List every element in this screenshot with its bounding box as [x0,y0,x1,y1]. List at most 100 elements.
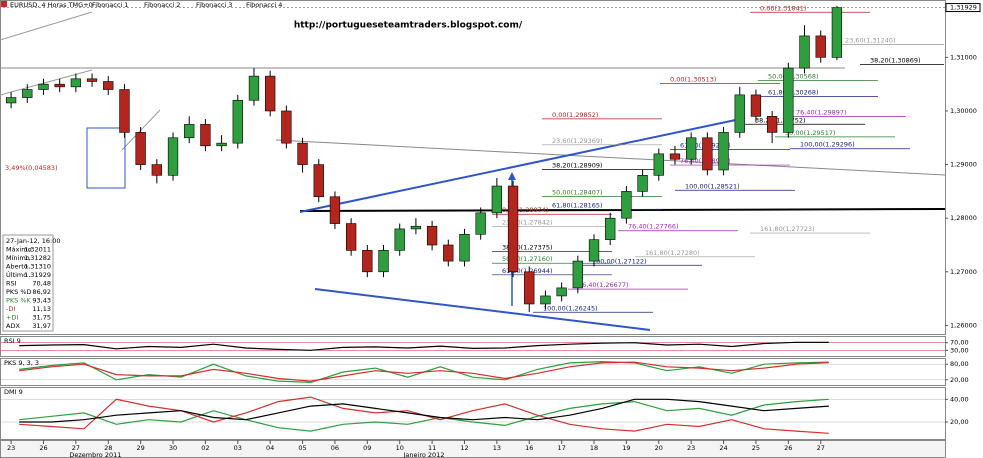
fib-label: 38,20(1,30869) [870,56,921,64]
fib-label: 76,40(1,26677) [578,281,629,289]
candle-body [475,212,486,235]
candle-body [167,137,179,176]
indicator-title: PKS 9, 3, 3 [4,359,39,367]
info-value: 1,32011 [24,246,51,254]
candle-body [653,153,664,176]
candle-body [86,78,98,82]
candle-body [329,196,341,224]
indicator-line [19,398,829,432]
info-value: 70,48 [32,280,51,288]
candle-body [38,83,49,90]
info-value: 11,13 [32,305,51,313]
candle-body [491,185,503,214]
x-tick-label: 19 [622,444,630,452]
candle-body [750,94,762,117]
info-label: Aberto [6,263,28,271]
candle-body [119,89,130,133]
wedge-upper [299,117,746,213]
fib-label: 38,20(1,27375) [502,244,553,252]
symbol-icon [1,1,7,7]
candle-body [605,217,616,240]
y-tick-label: 1,27000 [950,268,977,276]
candle-body [459,233,470,262]
dmi-frame [0,387,946,440]
x-tick-label: 25 [752,444,760,452]
x-tick-label: 09 [363,444,371,452]
fib-label: 61,80(1,28165) [552,201,603,209]
stoch-frame [0,358,946,386]
candle-body [783,67,794,133]
candle-body [378,250,389,273]
main-frame [0,0,946,335]
candle-body [718,132,729,171]
x-tick-label: 02 [201,444,209,452]
x-tick-label: 05 [298,444,306,452]
wedge-lower [314,288,651,331]
y-tick-label: 1,30000 [950,107,977,115]
fib-label: 76,40(1,29897) [796,108,847,116]
channel-line [0,11,93,41]
x-tick-label: 20 [655,444,663,452]
x-tick-label: 04 [266,444,274,452]
fib-label: 23,60(1,31240) [845,36,896,44]
y-tick-label: 20,00 [950,376,969,384]
candle-body [621,191,632,219]
x-tick-label: 26 [784,444,792,452]
candle-body [5,97,17,104]
trend-line [275,139,946,176]
fib-label: 38,20(1,28909) [552,161,603,169]
x-tick-label: 24 [719,444,727,452]
candle-body [524,271,535,305]
candle-body [232,99,243,144]
toolbar-item[interactable]: Fibonacci 1 [92,1,128,9]
candle-body [248,75,260,101]
symbol[interactable]: EURUSD, 4 Horas TMG+0 [10,1,93,9]
highlight-box [86,127,126,189]
fib-label: 61,80(1,26944) [502,267,553,275]
x-tick-label: 17 [557,444,565,452]
fib-label: 38,20(1,29752) [755,116,806,124]
candle-body [54,83,65,88]
x-tick-label: 23 [7,444,15,452]
info-value: 1,31929 [24,271,51,279]
candle-body [443,244,454,262]
info-box [2,234,54,332]
fib-label: 100,00(1,26245) [543,304,598,312]
toolbar-item[interactable]: Fibonacci 3 [196,1,232,9]
candle-body [507,185,519,273]
info-value: 1,31310 [24,263,51,271]
x-tick-label: 03 [234,444,242,452]
candle-body [103,81,114,90]
fib-label: 23,60(1,29369) [552,137,603,145]
indicator-title: DMI 9 [4,388,23,396]
candle-body [345,223,357,251]
info-value: 93,43 [32,297,51,305]
candle-body [265,75,276,112]
x-tick-label: 27 [817,444,825,452]
candle-body [540,295,551,305]
candle-body [572,260,583,289]
candle-body [831,7,843,58]
fib-label: 0,00(1,30513) [670,75,716,83]
info-label: PKS %D [6,288,32,296]
candle-body [184,124,195,139]
toolbar-item[interactable]: Fibonacci 4 [246,1,282,9]
y-tick-label: 20,00 [950,418,969,426]
y-tick-label: 80,00 [950,360,969,368]
candle-body [297,142,308,165]
fib-label: 50,00(1,27160) [502,255,553,263]
x-tick-label: 29 [136,444,144,452]
fib-label: 100,00(1,29296) [800,141,855,149]
candle-body [151,164,162,176]
fib-label: 50,00(1,28407) [552,188,603,196]
toolbar-item[interactable]: Fibonacci 2 [144,1,180,9]
fib-label: 76,40(1,27766) [628,223,679,231]
candle-body [135,132,146,165]
candle-body [313,164,324,198]
plot-layer: 1,31000 1,30000 1,29000 1,28000 1,27000 1,260… [1,3,981,458]
month-label: Dezembro 2011 [69,451,121,458]
info-label: Último [6,270,27,279]
y-tick-label: 40,00 [950,395,969,403]
candle-body [588,239,600,262]
